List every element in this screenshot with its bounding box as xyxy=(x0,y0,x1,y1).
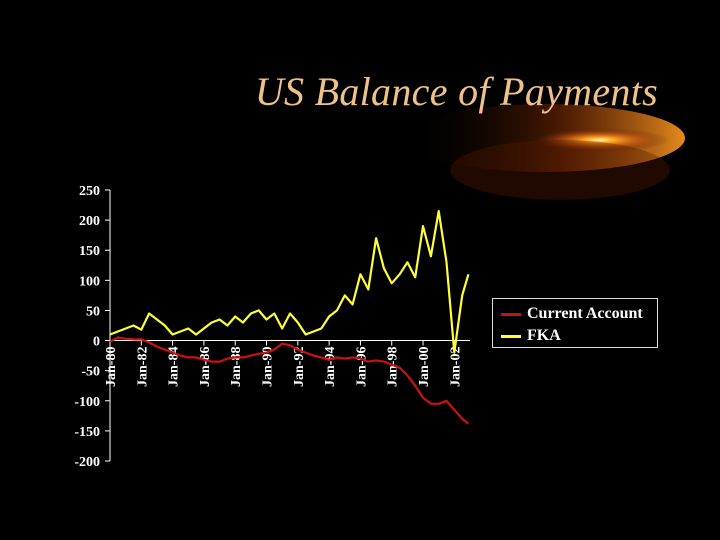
fka-line xyxy=(109,210,470,354)
x-tick-label: Jan-00 xyxy=(417,347,432,387)
current-account-line xyxy=(109,336,470,425)
y-tick-label: -150 xyxy=(74,425,100,440)
x-tick-label: Jan-80 xyxy=(104,347,119,387)
x-tick-label: Jan-02 xyxy=(448,347,463,387)
x-tick-label: Jan-92 xyxy=(292,347,307,387)
x-tick-label: Jan-98 xyxy=(386,347,401,387)
x-tick-label: Jan-84 xyxy=(167,347,182,387)
legend-label-current-account: Current Account xyxy=(527,305,643,322)
y-tick-label: -100 xyxy=(74,395,100,410)
y-tick-label: 150 xyxy=(79,244,100,259)
slide-title: US Balance of Payments xyxy=(254,69,658,114)
x-tick-label: Jan-90 xyxy=(261,347,276,387)
x-tick-label: Jan-94 xyxy=(323,347,338,387)
legend-item-fka: FKA xyxy=(501,326,561,346)
y-tick-label: 0 xyxy=(93,335,100,350)
y-tick-label: 50 xyxy=(86,304,100,319)
x-tick-label: Jan-88 xyxy=(229,347,244,387)
x-tick-label: Jan-96 xyxy=(354,347,369,387)
legend-swatch-current-account xyxy=(501,312,521,316)
legend-swatch-fka xyxy=(501,334,521,338)
x-tick-label: Jan-86 xyxy=(198,347,213,387)
legend-label-fka: FKA xyxy=(527,327,561,344)
y-tick-label: 250 xyxy=(79,184,100,199)
y-tick-label: -50 xyxy=(81,365,100,380)
y-tick-label: -200 xyxy=(74,455,100,470)
legend-item-current-account: Current Account xyxy=(501,304,643,324)
chart-legend: Current Account FKA xyxy=(492,298,658,348)
plot-area: 250 200 150 100 50 0 -50 -100 -150 -200 Jan-80 Jan-… xyxy=(74,184,470,470)
x-tick-label: Jan-82 xyxy=(135,347,150,387)
y-tick-label: 100 xyxy=(79,274,100,289)
y-tick-label: 200 xyxy=(79,214,100,229)
